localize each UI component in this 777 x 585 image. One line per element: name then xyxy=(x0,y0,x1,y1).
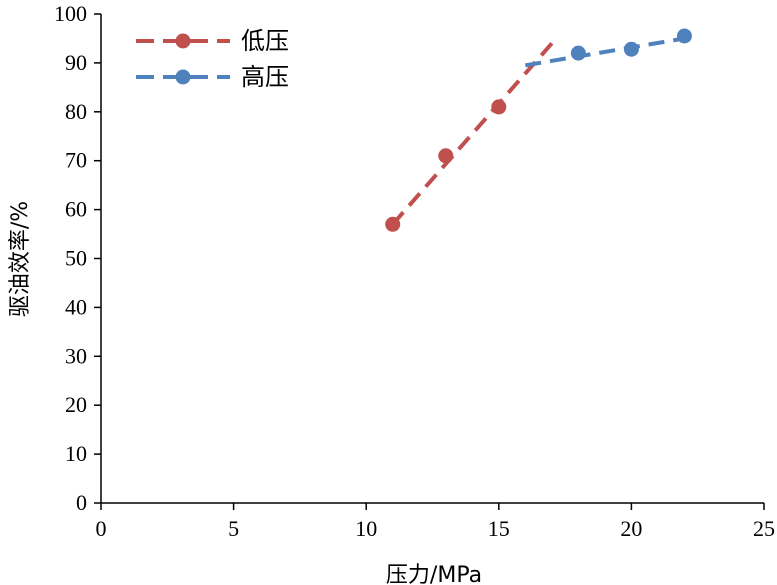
legend-entry-1: 低压 xyxy=(136,27,289,55)
y-tick-label: 20 xyxy=(65,392,87,417)
axes xyxy=(100,14,764,504)
x-tick-label: 10 xyxy=(355,516,377,541)
y-tick-label: 90 xyxy=(65,50,87,75)
x-tick-label: 5 xyxy=(228,516,239,541)
y-tick-label: 70 xyxy=(65,148,87,173)
legend-marker xyxy=(175,33,191,49)
x-tick-label: 0 xyxy=(96,516,107,541)
y-tick-label: 40 xyxy=(65,294,87,319)
y-tick-label: 30 xyxy=(65,343,87,368)
y-tick-label: 100 xyxy=(54,1,87,26)
x-tick-label: 15 xyxy=(488,516,510,541)
series-2 xyxy=(524,28,692,68)
series-trend-line xyxy=(391,42,554,226)
x-tick-label: 20 xyxy=(620,516,642,541)
data-point xyxy=(385,216,401,232)
legend-entry-2: 高压 xyxy=(136,63,289,91)
data-point xyxy=(676,28,692,44)
y-tick-label: 80 xyxy=(65,99,87,124)
x-axis-label: 压力/MPa xyxy=(386,563,482,585)
y-tick-label: 60 xyxy=(65,197,87,222)
data-point xyxy=(570,45,586,61)
series-1 xyxy=(385,42,554,232)
y-tick-label: 50 xyxy=(65,246,87,271)
y-tick-label: 0 xyxy=(76,490,87,515)
legend-label: 高压 xyxy=(241,63,289,91)
series-trend-line xyxy=(524,36,685,68)
legend-label: 低压 xyxy=(241,27,289,55)
ticks: 0 5 10 15 20 25 0 10 20 30 40 50 60 70 80 90 100 xyxy=(54,1,775,541)
y-axis-label: 驱油效率/% xyxy=(8,201,33,317)
data-point xyxy=(491,99,507,115)
y-tick-label: 10 xyxy=(65,441,87,466)
x-tick-label: 25 xyxy=(753,516,775,541)
series-layer xyxy=(385,28,692,232)
data-point xyxy=(623,41,639,57)
legend-marker xyxy=(175,69,191,85)
data-point xyxy=(438,148,454,164)
